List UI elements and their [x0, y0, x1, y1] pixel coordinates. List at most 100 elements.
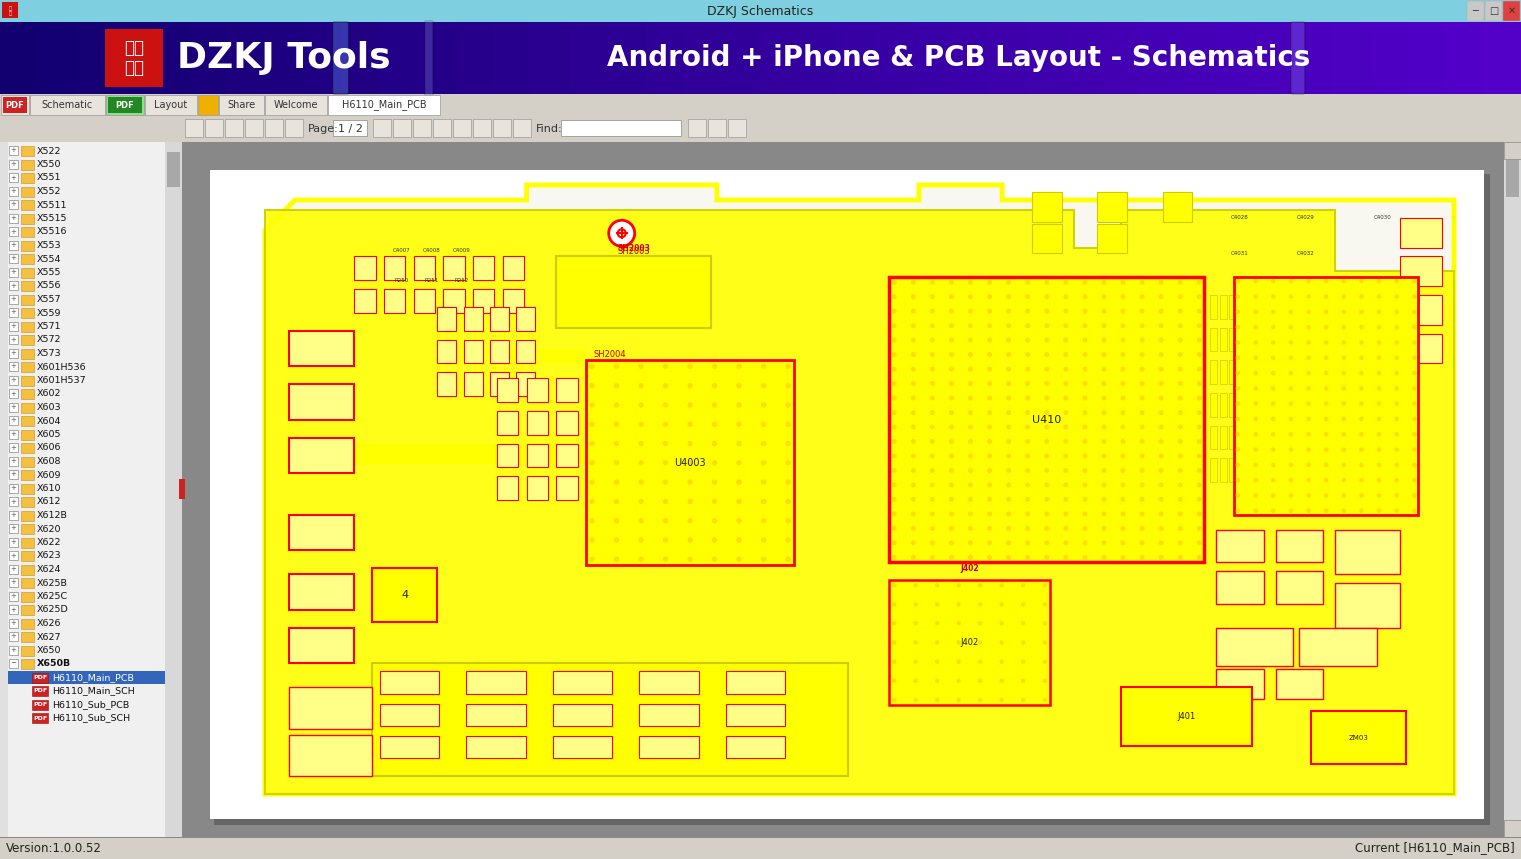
Bar — [114, 22, 154, 94]
Bar — [9, 510, 18, 520]
Circle shape — [969, 381, 972, 386]
Circle shape — [935, 583, 938, 587]
Text: X601H536: X601H536 — [37, 362, 87, 371]
Text: H6110_Sub_PCB: H6110_Sub_PCB — [52, 700, 129, 709]
Circle shape — [1022, 661, 1025, 663]
Circle shape — [1159, 556, 1164, 559]
Circle shape — [931, 368, 934, 371]
Circle shape — [931, 295, 934, 298]
Circle shape — [978, 641, 981, 644]
Text: X5515: X5515 — [37, 214, 67, 223]
Circle shape — [1001, 679, 1004, 682]
Circle shape — [1290, 509, 1293, 513]
Circle shape — [738, 538, 741, 542]
Circle shape — [1121, 411, 1126, 414]
Text: PDF: PDF — [116, 101, 134, 109]
Circle shape — [1065, 541, 1068, 545]
Circle shape — [893, 353, 896, 356]
Circle shape — [663, 519, 668, 523]
Circle shape — [1025, 425, 1030, 429]
Circle shape — [893, 411, 896, 414]
Circle shape — [1413, 387, 1416, 390]
Circle shape — [987, 541, 992, 545]
Bar — [21, 173, 33, 183]
Circle shape — [1007, 280, 1010, 284]
Circle shape — [969, 469, 972, 472]
Bar — [464, 307, 482, 331]
Circle shape — [1159, 338, 1164, 342]
Bar — [1234, 277, 1418, 515]
Circle shape — [1103, 280, 1106, 284]
Circle shape — [1141, 483, 1144, 487]
Circle shape — [1179, 396, 1182, 399]
Bar — [32, 673, 49, 683]
Circle shape — [1065, 338, 1068, 342]
Circle shape — [687, 364, 692, 369]
Circle shape — [639, 480, 643, 484]
Text: Android + iPhone & PCB Layout - Schematics: Android + iPhone & PCB Layout - Schemati… — [607, 44, 1310, 72]
Bar — [1407, 22, 1446, 94]
Circle shape — [987, 469, 992, 472]
Circle shape — [949, 440, 954, 443]
Bar — [516, 307, 535, 331]
Circle shape — [663, 499, 668, 503]
Text: Welcome: Welcome — [274, 100, 318, 110]
Circle shape — [1342, 295, 1346, 298]
Bar — [1162, 192, 1192, 222]
Bar — [373, 119, 391, 137]
Circle shape — [1290, 417, 1293, 421]
Circle shape — [1083, 411, 1086, 414]
Circle shape — [1179, 381, 1182, 386]
Circle shape — [949, 411, 954, 414]
Text: H6110_Main_PCB: H6110_Main_PCB — [52, 673, 134, 682]
Text: DZKJ Schematics: DZKJ Schematics — [707, 4, 814, 17]
Bar — [456, 22, 496, 94]
Circle shape — [1307, 371, 1310, 375]
Circle shape — [1197, 353, 1202, 356]
Bar — [284, 119, 303, 137]
Circle shape — [608, 220, 634, 247]
Circle shape — [957, 641, 960, 644]
Bar — [9, 592, 18, 600]
Circle shape — [1307, 402, 1310, 405]
Circle shape — [1325, 417, 1328, 421]
Bar — [380, 736, 440, 758]
Circle shape — [987, 368, 992, 371]
Circle shape — [969, 527, 972, 530]
Circle shape — [935, 641, 938, 644]
Text: X604: X604 — [37, 417, 61, 425]
Text: +: + — [11, 391, 17, 397]
Text: SH2003: SH2003 — [618, 244, 649, 253]
Circle shape — [1121, 396, 1126, 399]
Bar — [9, 295, 18, 303]
Bar — [890, 580, 1049, 705]
Circle shape — [893, 698, 896, 702]
Circle shape — [1307, 310, 1310, 314]
Circle shape — [1325, 341, 1328, 344]
Text: U410: U410 — [1033, 415, 1062, 425]
Circle shape — [931, 353, 934, 356]
Bar — [354, 289, 376, 313]
Text: X650: X650 — [37, 646, 61, 655]
Circle shape — [1045, 368, 1048, 371]
Circle shape — [914, 622, 917, 624]
Circle shape — [1103, 556, 1106, 559]
Circle shape — [1378, 295, 1381, 298]
Circle shape — [911, 295, 916, 298]
Text: X626: X626 — [37, 619, 61, 628]
Circle shape — [1043, 583, 1046, 587]
Circle shape — [1083, 353, 1086, 356]
Circle shape — [786, 519, 789, 523]
Circle shape — [1103, 411, 1106, 414]
Text: X603: X603 — [37, 403, 62, 412]
Circle shape — [893, 541, 896, 545]
Bar — [3, 97, 27, 113]
Bar — [2, 95, 29, 115]
Circle shape — [1253, 310, 1258, 314]
Circle shape — [1413, 326, 1416, 329]
Circle shape — [1395, 356, 1398, 359]
Bar — [1097, 223, 1127, 253]
Bar — [289, 574, 354, 610]
Text: +: + — [11, 647, 17, 653]
Circle shape — [1043, 661, 1046, 663]
